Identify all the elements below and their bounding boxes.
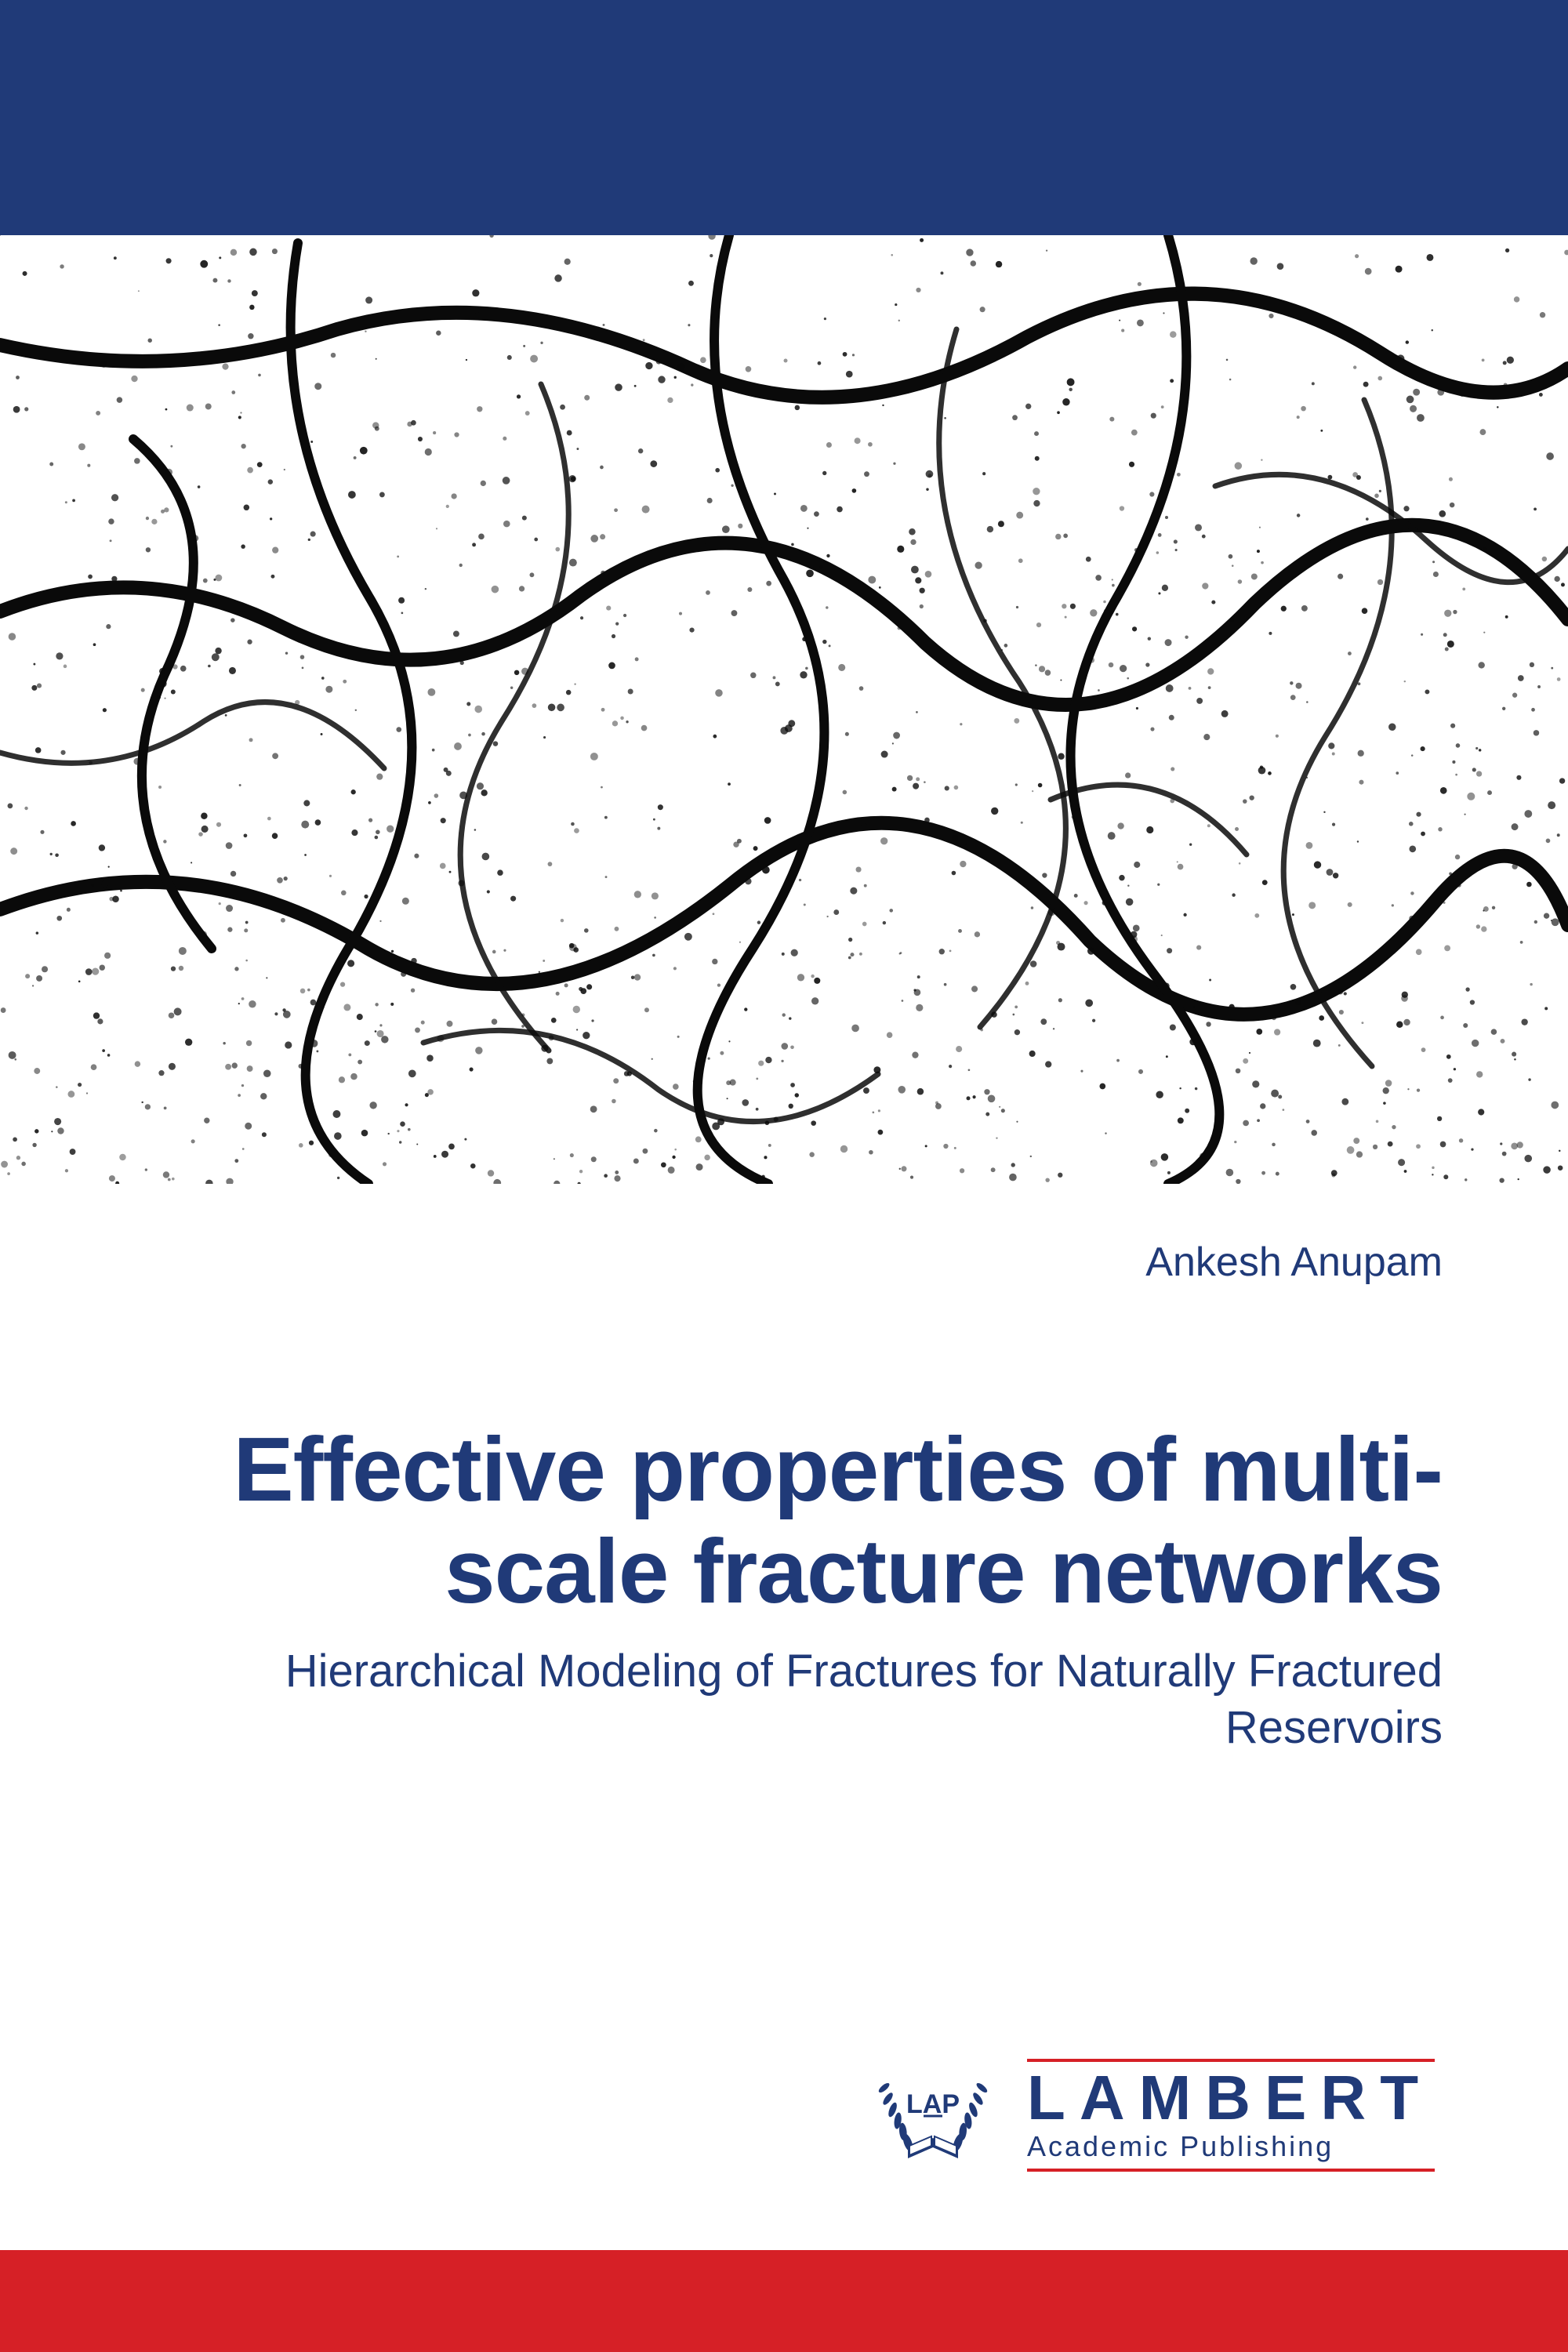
cover-image xyxy=(0,235,1568,1184)
book-title: Effective properties of multi-scale frac… xyxy=(125,1419,1443,1623)
laurel-icon: LAP xyxy=(862,2064,1004,2166)
top-color-band xyxy=(0,0,1568,235)
brand-rule-bottom xyxy=(1027,2169,1435,2172)
author-name: Ankesh Anupam xyxy=(125,1239,1443,1286)
book-cover: Ankesh Anupam Effective properties of mu… xyxy=(0,0,1568,2352)
bottom-color-band xyxy=(0,2250,1568,2352)
book-subtitle: Hierarchical Modeling of Fractures for N… xyxy=(125,1643,1443,1757)
publisher-logo: LAP LAMBERT Academic Publishing xyxy=(862,2059,1435,2172)
publisher-brand-block: LAMBERT Academic Publishing xyxy=(1027,2059,1435,2172)
cover-text-block: Ankesh Anupam Effective properties of mu… xyxy=(0,1192,1568,1757)
publisher-name: LAMBERT xyxy=(1027,2067,1435,2129)
publisher-subtitle: Academic Publishing xyxy=(1027,2132,1435,2161)
svg-text:LAP: LAP xyxy=(906,2089,960,2119)
brand-rule-top xyxy=(1027,2059,1435,2062)
fracture-texture xyxy=(0,235,1568,1184)
